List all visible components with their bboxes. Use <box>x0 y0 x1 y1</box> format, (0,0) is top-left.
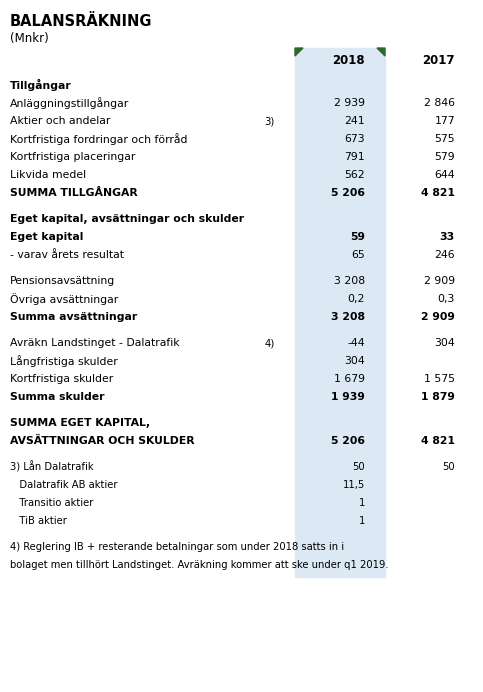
Text: 644: 644 <box>434 170 455 180</box>
Text: 304: 304 <box>344 356 365 366</box>
Text: TiB aktier: TiB aktier <box>10 516 67 526</box>
Text: Övriga avsättningar: Övriga avsättningar <box>10 293 118 305</box>
Text: Pensionsavsättning: Pensionsavsättning <box>10 276 115 286</box>
Bar <box>295 48 385 577</box>
Text: 4): 4) <box>265 338 275 348</box>
Polygon shape <box>377 48 385 56</box>
Text: Anläggningstillgångar: Anläggningstillgångar <box>10 97 129 109</box>
Text: Aktier och andelar: Aktier och andelar <box>10 116 111 126</box>
Text: 3 208: 3 208 <box>334 276 365 286</box>
Text: 2018: 2018 <box>332 55 365 68</box>
Text: 11,5: 11,5 <box>343 480 365 490</box>
Text: 791: 791 <box>344 152 365 162</box>
Text: 5 206: 5 206 <box>331 188 365 198</box>
Text: 579: 579 <box>434 152 455 162</box>
Text: 304: 304 <box>434 338 455 348</box>
Text: Likvida medel: Likvida medel <box>10 170 86 180</box>
Text: 2 939: 2 939 <box>334 98 365 108</box>
Text: Kortfristiga fordringar och förråd: Kortfristiga fordringar och förråd <box>10 133 187 145</box>
Text: 246: 246 <box>434 250 455 260</box>
Text: 575: 575 <box>434 134 455 144</box>
Text: SUMMA TILLGÅNGAR: SUMMA TILLGÅNGAR <box>10 188 138 198</box>
Text: 2 909: 2 909 <box>421 312 455 322</box>
Text: 1: 1 <box>358 498 365 508</box>
Text: Transitio aktier: Transitio aktier <box>10 498 93 508</box>
Text: 0,2: 0,2 <box>348 294 365 304</box>
Text: -44: -44 <box>347 338 365 348</box>
Text: AVSÄTTNINGAR OCH SKULDER: AVSÄTTNINGAR OCH SKULDER <box>10 436 195 446</box>
Text: 50: 50 <box>442 462 455 472</box>
Text: 3): 3) <box>265 116 275 126</box>
Text: 1: 1 <box>358 516 365 526</box>
Text: - varav årets resultat: - varav årets resultat <box>10 250 124 260</box>
Text: 59: 59 <box>350 232 365 242</box>
Text: BALANSRÄKNING: BALANSRÄKNING <box>10 14 153 29</box>
Text: Dalatrafik AB aktier: Dalatrafik AB aktier <box>10 480 117 490</box>
Text: 1 575: 1 575 <box>424 374 455 384</box>
Text: Kortfristiga placeringar: Kortfristiga placeringar <box>10 152 135 162</box>
Text: Eget kapital: Eget kapital <box>10 232 84 242</box>
Text: 4 821: 4 821 <box>421 188 455 198</box>
Text: 1 939: 1 939 <box>331 392 365 402</box>
Text: 3) Lån Dalatrafik: 3) Lån Dalatrafik <box>10 462 94 473</box>
Text: Tillgångar: Tillgångar <box>10 79 72 91</box>
Text: 33: 33 <box>440 232 455 242</box>
Text: 65: 65 <box>351 250 365 260</box>
Text: 673: 673 <box>344 134 365 144</box>
Text: 1 879: 1 879 <box>421 392 455 402</box>
Text: SUMMA EGET KAPITAL,: SUMMA EGET KAPITAL, <box>10 418 150 428</box>
Text: 50: 50 <box>353 462 365 472</box>
Text: 0,3: 0,3 <box>438 294 455 304</box>
Text: 3 208: 3 208 <box>331 312 365 322</box>
Text: Summa avsättningar: Summa avsättningar <box>10 312 137 322</box>
Text: 4) Reglering IB + resterande betalningar som under 2018 satts in i: 4) Reglering IB + resterande betalningar… <box>10 542 344 552</box>
Text: 241: 241 <box>344 116 365 126</box>
Text: bolaget men tillhört Landstinget. Avräkning kommer att ske under q1 2019.: bolaget men tillhört Landstinget. Avräkn… <box>10 560 389 570</box>
Text: 2 846: 2 846 <box>424 98 455 108</box>
Text: 2 909: 2 909 <box>424 276 455 286</box>
Text: 1 679: 1 679 <box>334 374 365 384</box>
Text: 4 821: 4 821 <box>421 436 455 446</box>
Text: Långfristiga skulder: Långfristiga skulder <box>10 355 118 367</box>
Text: Kortfristiga skulder: Kortfristiga skulder <box>10 374 113 384</box>
Text: Eget kapital, avsättningar och skulder: Eget kapital, avsättningar och skulder <box>10 214 244 224</box>
Text: 2017: 2017 <box>423 55 455 68</box>
Text: (Mnkr): (Mnkr) <box>10 32 49 45</box>
Text: 5 206: 5 206 <box>331 436 365 446</box>
Text: Summa skulder: Summa skulder <box>10 392 104 402</box>
Text: 562: 562 <box>344 170 365 180</box>
Text: 177: 177 <box>434 116 455 126</box>
Polygon shape <box>295 48 303 56</box>
Text: Avräkn Landstinget - Dalatrafik: Avräkn Landstinget - Dalatrafik <box>10 338 180 348</box>
